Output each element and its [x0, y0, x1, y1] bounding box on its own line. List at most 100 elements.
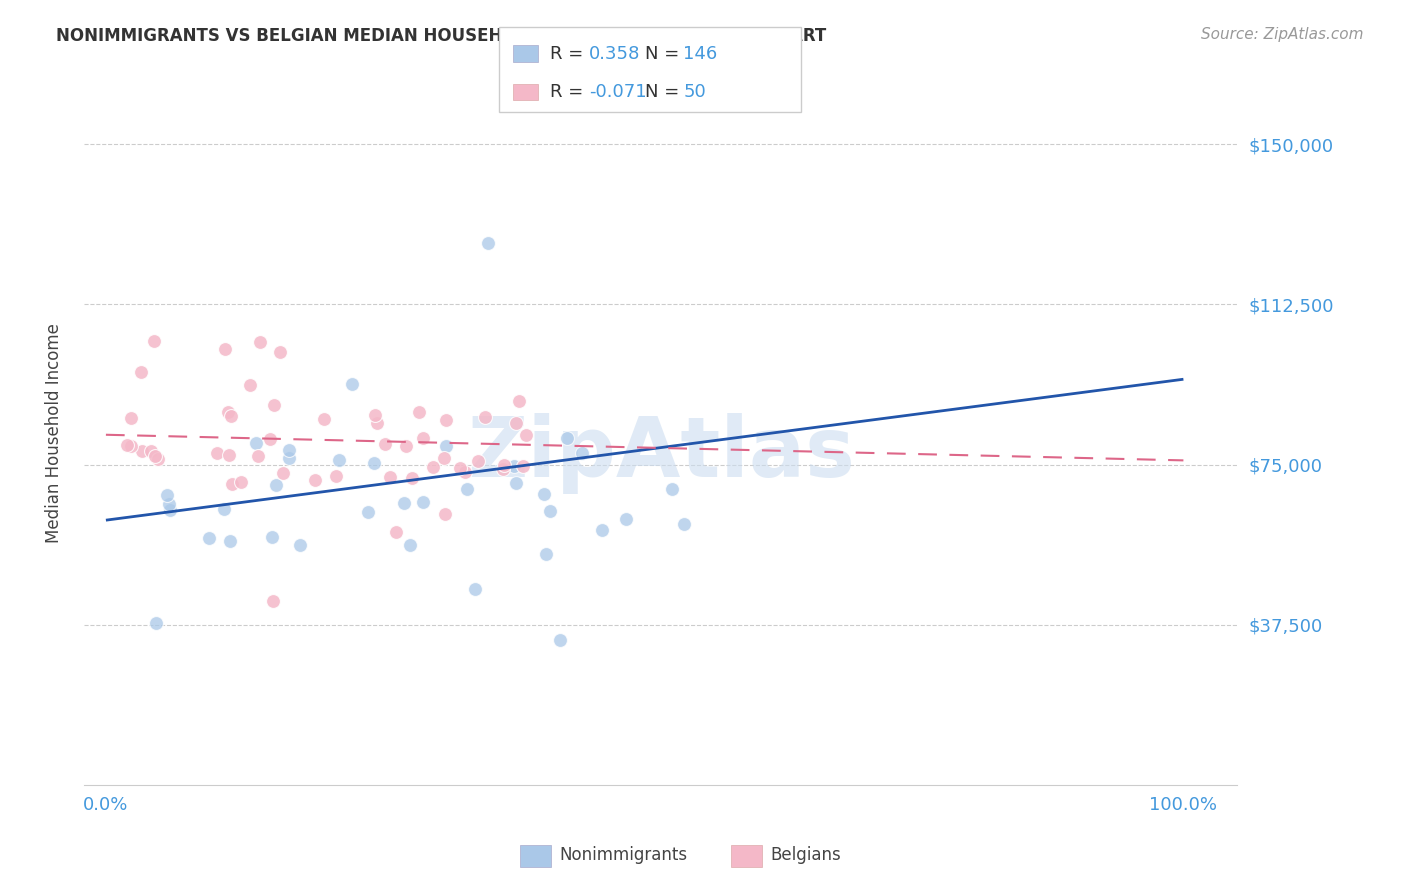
Point	[399, 538, 422, 552]
Point	[434, 413, 457, 427]
Text: 50: 50	[683, 83, 706, 101]
Point	[271, 466, 294, 480]
Point	[536, 548, 558, 562]
Point	[129, 365, 152, 379]
Point	[340, 376, 363, 391]
Point	[117, 438, 139, 452]
Point	[505, 476, 527, 491]
Text: Belgians: Belgians	[770, 847, 841, 864]
Point	[508, 394, 530, 409]
Point	[467, 454, 489, 468]
Point	[505, 416, 527, 430]
Point	[212, 502, 235, 516]
Point	[269, 345, 291, 359]
Point	[120, 411, 142, 425]
Point	[374, 437, 396, 451]
Point	[148, 451, 170, 466]
Point	[533, 486, 555, 500]
Point	[503, 458, 526, 473]
Point	[364, 408, 387, 422]
Point	[380, 470, 402, 484]
Point	[156, 488, 179, 502]
Text: R =: R =	[550, 83, 589, 101]
Point	[120, 439, 142, 453]
Point	[145, 616, 167, 631]
Point	[264, 478, 287, 492]
Point	[492, 458, 515, 472]
Point	[218, 533, 240, 548]
Point	[259, 432, 281, 446]
Point	[412, 495, 434, 509]
Point	[422, 459, 444, 474]
Point	[356, 505, 378, 519]
Point	[214, 342, 236, 356]
Point	[464, 582, 486, 596]
Point	[614, 512, 637, 526]
Point	[217, 405, 239, 419]
Text: -0.071: -0.071	[589, 83, 647, 101]
Point	[433, 507, 456, 521]
Point	[328, 453, 350, 467]
Point	[515, 427, 537, 442]
Text: NONIMMIGRANTS VS BELGIAN MEDIAN HOUSEHOLD INCOME CORRELATION CHART: NONIMMIGRANTS VS BELGIAN MEDIAN HOUSEHOL…	[56, 27, 827, 45]
Text: Source: ZipAtlas.com: Source: ZipAtlas.com	[1201, 27, 1364, 42]
Point	[143, 334, 166, 349]
Point	[249, 334, 271, 349]
Point	[392, 496, 415, 510]
Point	[366, 416, 388, 430]
Text: R =: R =	[550, 45, 589, 62]
Point	[512, 458, 534, 473]
Text: ZipAtlas: ZipAtlas	[467, 413, 855, 494]
Point	[197, 531, 219, 545]
Point	[304, 473, 326, 487]
Point	[474, 410, 496, 425]
Text: Nonimmigrants: Nonimmigrants	[560, 847, 688, 864]
Point	[434, 439, 457, 453]
Point	[205, 446, 228, 460]
Point	[157, 497, 180, 511]
Point	[449, 460, 471, 475]
Point	[312, 411, 335, 425]
Point	[141, 444, 163, 458]
Point	[278, 451, 301, 466]
Point	[131, 443, 153, 458]
Point	[408, 405, 430, 419]
Point	[538, 504, 561, 518]
Point	[325, 468, 347, 483]
Point	[221, 476, 243, 491]
Point	[395, 439, 418, 453]
Point	[263, 398, 285, 412]
Point	[548, 632, 571, 647]
Point	[229, 475, 252, 489]
Point	[673, 517, 696, 532]
Point	[262, 594, 284, 608]
Point	[239, 377, 262, 392]
Point	[288, 538, 311, 552]
Point	[260, 530, 283, 544]
Point	[571, 445, 593, 459]
Point	[218, 448, 240, 462]
Text: 146: 146	[683, 45, 717, 62]
Point	[401, 471, 423, 485]
Text: N =: N =	[645, 83, 685, 101]
Text: 0.358: 0.358	[589, 45, 641, 62]
Y-axis label: Median Household Income: Median Household Income	[45, 323, 63, 542]
Point	[278, 442, 301, 457]
Point	[219, 409, 242, 423]
Text: N =: N =	[645, 45, 685, 62]
Point	[456, 482, 478, 496]
Point	[591, 523, 613, 537]
Point	[433, 450, 456, 465]
Point	[454, 466, 477, 480]
Point	[661, 482, 683, 496]
Point	[492, 462, 515, 476]
Point	[143, 449, 166, 463]
Point	[159, 503, 181, 517]
Point	[363, 457, 385, 471]
Point	[555, 430, 578, 444]
Point	[412, 431, 434, 445]
Point	[247, 450, 270, 464]
Point	[477, 235, 499, 250]
Point	[245, 436, 267, 450]
Point	[385, 524, 408, 539]
